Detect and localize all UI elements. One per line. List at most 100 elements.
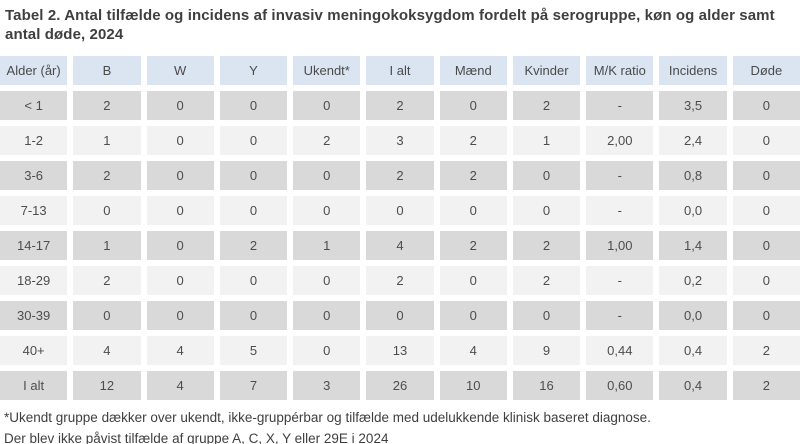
table-cell: 0	[732, 266, 800, 296]
table-cell: 0,44	[586, 336, 654, 366]
table-cell: 2,00	[586, 126, 654, 156]
table-cell: 1,4	[659, 231, 727, 261]
table-cell: 2	[439, 161, 507, 191]
table-cell: 2	[73, 91, 141, 121]
table-cell: 3	[293, 371, 361, 401]
table-cell: 2	[512, 231, 581, 261]
table-cell: 3,5	[659, 91, 727, 121]
table-cell: 16	[512, 371, 581, 401]
table-cell: 0	[366, 301, 434, 331]
table-cell: 2	[366, 91, 434, 121]
table-cell: 0	[146, 126, 214, 156]
table-cell: 0	[732, 126, 800, 156]
table-cell: 0	[146, 231, 214, 261]
footnote-ukendt: *Ukendt gruppe dækker over ukendt, ikke-…	[4, 410, 651, 426]
table-cell: 0,60	[586, 371, 654, 401]
table-cell: 0,0	[659, 196, 727, 226]
table-cell: 0	[512, 196, 581, 226]
table-cell: 0	[219, 126, 288, 156]
table-cell: 0	[146, 196, 214, 226]
column-header: B	[73, 56, 141, 86]
table-cell: 2	[366, 266, 434, 296]
table-cell: 0	[512, 161, 581, 191]
table-cell: 1	[73, 126, 141, 156]
column-header: W	[146, 56, 214, 86]
table-cell: 0	[219, 301, 288, 331]
table-cell: 0	[219, 196, 288, 226]
column-header: Y	[219, 56, 288, 86]
table-cell: 0	[146, 301, 214, 331]
table-cell: 2	[512, 266, 581, 296]
row-label: < 1	[0, 91, 68, 121]
table-cell: 0	[439, 91, 507, 121]
table-cell: 9	[512, 336, 581, 366]
row-label: 18-29	[0, 266, 68, 296]
table-cell: 0	[439, 196, 507, 226]
table-cell: -	[586, 301, 654, 331]
table-cell: 2	[512, 91, 581, 121]
table-cell: 0	[732, 91, 800, 121]
table-cell: 10	[439, 371, 507, 401]
table-cell: 0	[146, 161, 214, 191]
table-cell: 2	[293, 126, 361, 156]
footnote-no-cases: Der blev ikke påvist tilfælde af gruppe …	[4, 431, 389, 444]
table-cell: 4	[146, 336, 214, 366]
table-cell: 4	[366, 231, 434, 261]
table-cell: -	[586, 196, 654, 226]
column-header: Mænd	[439, 56, 507, 86]
table-cell: 0,8	[659, 161, 727, 191]
table-cell: 0	[73, 196, 141, 226]
row-label: 7-13	[0, 196, 68, 226]
column-header: Kvinder	[512, 56, 581, 86]
table-cell: 0	[732, 161, 800, 191]
table-cell: 0	[219, 91, 288, 121]
column-header: Incidens	[659, 56, 727, 86]
table-cell: 0,0	[659, 301, 727, 331]
table-cell: 2	[73, 161, 141, 191]
table-cell: 0	[293, 301, 361, 331]
table-cell: 12	[73, 371, 141, 401]
column-header: Alder (år)	[0, 56, 68, 86]
table-cell: 0	[439, 266, 507, 296]
table-cell: 0	[732, 196, 800, 226]
table-cell: -	[586, 91, 654, 121]
table-cell: 2	[219, 231, 288, 261]
table-cell: 2	[732, 371, 800, 401]
table-cell: 0	[146, 91, 214, 121]
table-cell: 0	[293, 91, 361, 121]
table-cell: 2	[73, 266, 141, 296]
table-cell: 0	[366, 196, 434, 226]
table-cell: 0	[732, 301, 800, 331]
table-cell: 0	[293, 336, 361, 366]
table-cell: 0	[73, 301, 141, 331]
column-header: M/K ratio	[586, 56, 654, 86]
table-title: Tabel 2. Antal tilfælde og incidens af i…	[5, 7, 775, 44]
column-header: Ukendt*	[293, 56, 361, 86]
table-cell: 0	[293, 196, 361, 226]
table-cell: 0	[732, 231, 800, 261]
table-cell: 2	[366, 161, 434, 191]
table-cell: 0	[293, 161, 361, 191]
table-cell: 2	[439, 126, 507, 156]
column-header: I alt	[366, 56, 434, 86]
table-cell: 0	[219, 266, 288, 296]
table-cell: 0	[512, 301, 581, 331]
table-cell: 5	[219, 336, 288, 366]
table-cell: 2,4	[659, 126, 727, 156]
table-cell: -	[586, 266, 654, 296]
row-label: 30-39	[0, 301, 68, 331]
row-label: 40+	[0, 336, 68, 366]
table-cell: 1	[73, 231, 141, 261]
table-cell: -	[586, 161, 654, 191]
table-cell: 4	[439, 336, 507, 366]
table-cell: 0,4	[659, 336, 727, 366]
footnotes: *Ukendt gruppe dækker over ukendt, ikke-…	[0, 408, 800, 444]
table-cell: 0	[219, 161, 288, 191]
table-cell: 1	[293, 231, 361, 261]
row-label: 3-6	[0, 161, 68, 191]
table-cell: 3	[366, 126, 434, 156]
row-label: 14-17	[0, 231, 68, 261]
table-cell: 4	[73, 336, 141, 366]
serogroup-table: Alder (år) B W Y Ukendt* I alt Mænd Kvinder M/K …	[0, 56, 800, 401]
